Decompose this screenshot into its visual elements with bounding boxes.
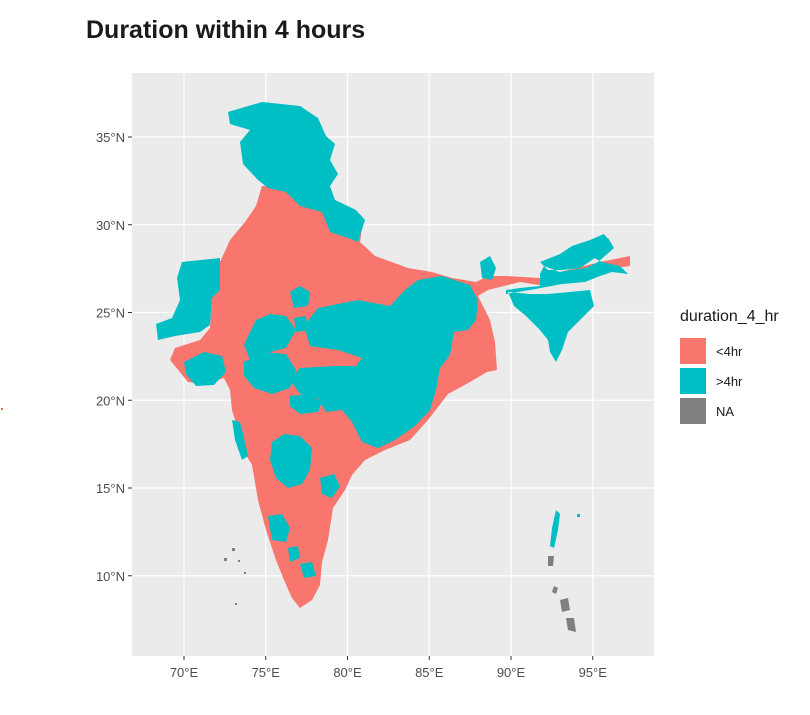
region-over-4hr-maharashtra	[244, 352, 296, 394]
legend-item-under-4hr: <4hr	[680, 336, 779, 366]
y-axis: 35°N 30°N 25°N 20°N 15°N 10°N	[96, 130, 132, 584]
region-over-4hr-andaman	[550, 510, 560, 548]
region-na-nicobar-3	[560, 598, 570, 612]
stray-mark	[1, 408, 3, 410]
x-tick-label: 70°E	[170, 665, 199, 680]
y-tick-label: 25°N	[96, 306, 125, 321]
legend-item-over-4hr: >4hr	[680, 366, 779, 396]
legend-swatch	[680, 338, 706, 364]
legend-swatch	[680, 398, 706, 424]
y-tick-label: 20°N	[96, 393, 125, 408]
region-na-nicobar-4	[566, 618, 576, 632]
region-over-4hr-sikkim	[480, 256, 496, 280]
legend-label: <4hr	[716, 343, 743, 359]
legend-swatch	[680, 368, 706, 394]
region-na-nicobar-1	[548, 556, 554, 566]
gridlines	[132, 73, 654, 656]
region-over-4hr-mp-north	[290, 286, 310, 308]
x-tick-label: 85°E	[415, 665, 444, 680]
region-over-4hr-west	[156, 258, 220, 340]
region-over-4hr-chhattisgarh-west	[290, 394, 322, 414]
region-over-4hr-central	[290, 276, 478, 448]
region-na-nicobar-2	[552, 586, 558, 594]
region-over-4hr-tn-west	[268, 514, 290, 542]
region-over-4hr-deccan	[270, 434, 312, 488]
region-over-4hr-tn-tip	[300, 562, 316, 578]
x-tick-label: 80°E	[333, 665, 362, 680]
region-over-4hr-saurashtra	[184, 352, 226, 386]
region-over-4hr-tn-south	[288, 546, 300, 562]
x-tick-label: 75°E	[252, 665, 281, 680]
y-tick-label: 30°N	[96, 218, 125, 233]
region-over-4hr-mp-mid	[294, 316, 308, 332]
legend-label: NA	[716, 403, 735, 419]
region-over-4hr-northeast	[506, 234, 628, 362]
legend: duration_4_hr <4hr >4hr NA	[680, 308, 779, 426]
region-over-4hr-north	[228, 102, 365, 242]
x-tick-label: 90°E	[497, 665, 526, 680]
legend-label: >4hr	[716, 373, 743, 389]
y-tick-label: 10°N	[96, 569, 125, 584]
legend-item-na: NA	[680, 396, 779, 426]
india-map	[156, 102, 630, 632]
y-tick-label: 15°N	[96, 481, 125, 496]
x-tick-label: 95°E	[579, 665, 608, 680]
region-over-4hr-andaman-dot	[577, 514, 580, 517]
y-tick-label: 35°N	[96, 130, 125, 145]
map-title: Duration within 4 hours	[86, 16, 366, 44]
legend-title: duration_4_hr	[680, 308, 779, 325]
region-over-4hr-konkan	[232, 420, 248, 460]
x-axis: 70°E 75°E 80°E 85°E 90°E 95°E	[170, 656, 607, 680]
region-over-4hr-mp-west	[244, 314, 296, 360]
region-over-4hr-andhra	[320, 474, 340, 498]
